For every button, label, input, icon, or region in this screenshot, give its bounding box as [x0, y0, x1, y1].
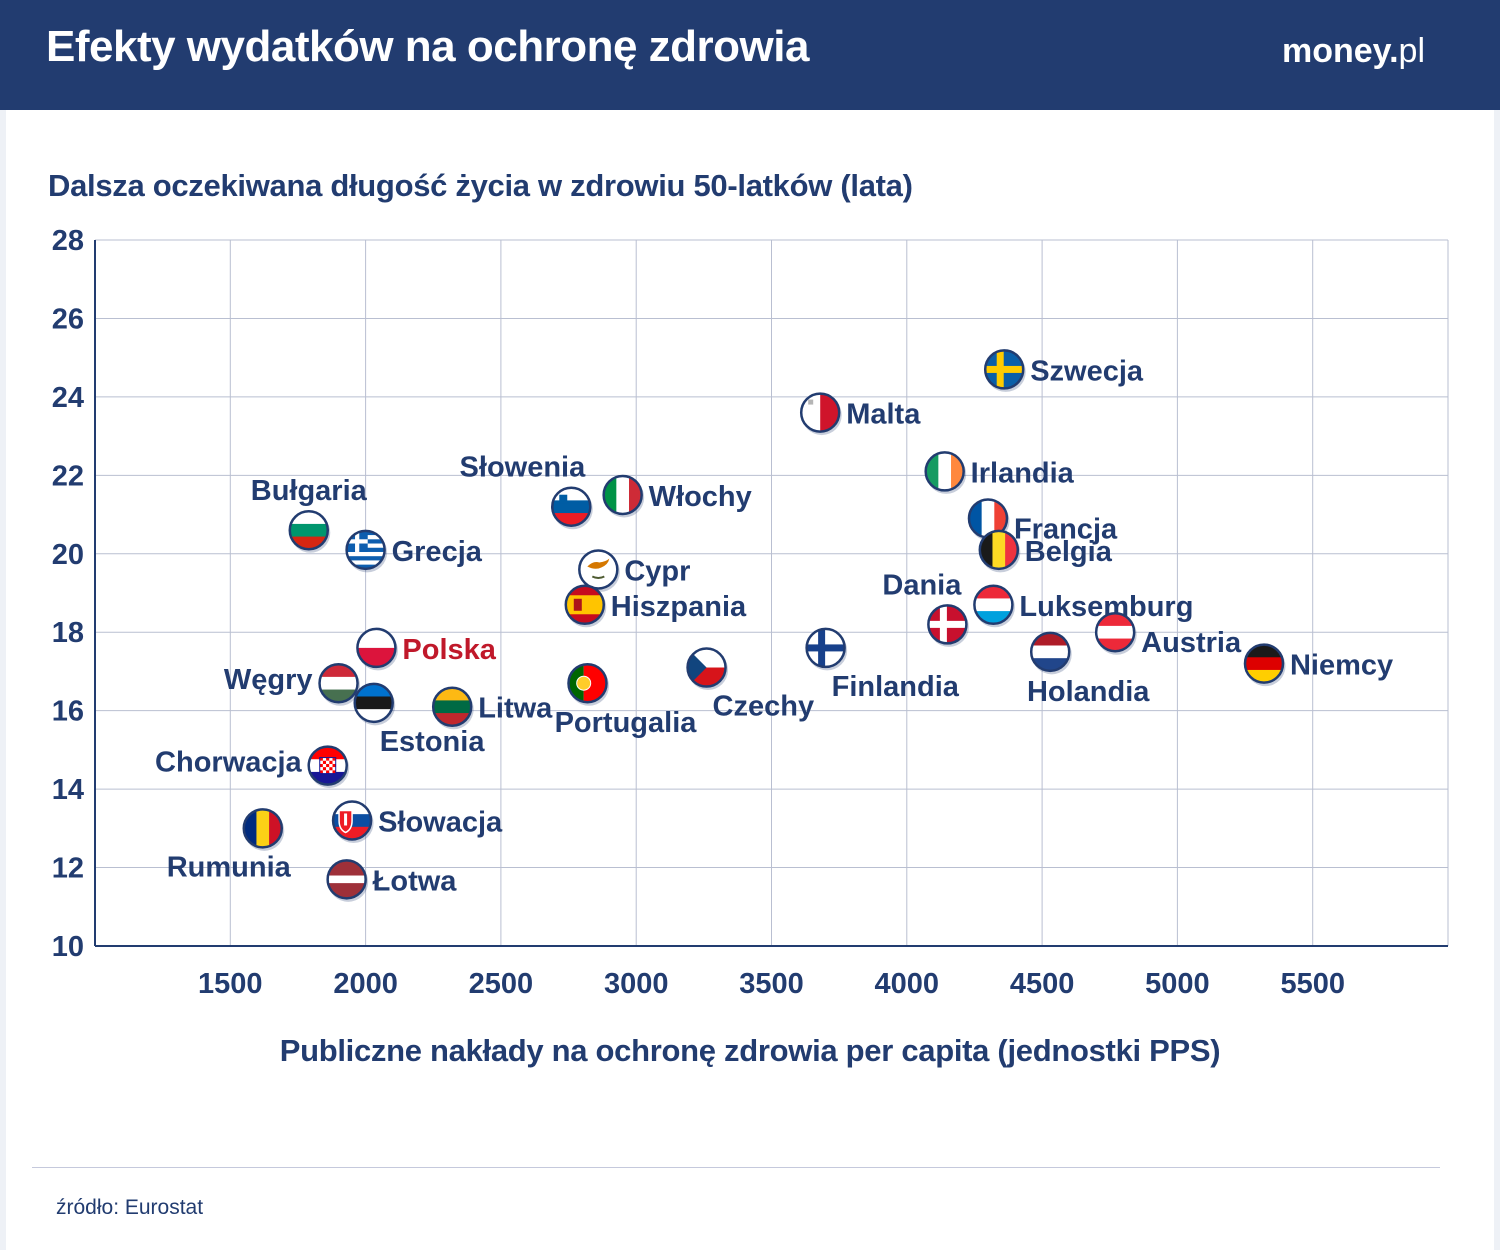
logo-domain: pl [1398, 32, 1425, 70]
country-label: Litwa [478, 693, 553, 725]
y-tick-label: 20 [52, 539, 84, 571]
y-axis-label: Dalsza oczekiwana długość życia w zdrowi… [48, 168, 913, 203]
flag-pl-icon [357, 628, 396, 667]
point-wegry: Węgry [224, 662, 361, 706]
point-holandia: Holandia [1027, 631, 1150, 708]
flag-lv-icon [327, 860, 366, 899]
point-chorwacja: Chorwacja [155, 745, 350, 789]
axis-ticks: 10 12 14 16 18 20 22 24 26 28 1500 2000 2500 3000 3500… [52, 225, 1345, 1000]
country-label: Austria [1141, 627, 1242, 659]
country-label: Chorwacja [155, 747, 303, 779]
x-tick-label: 2500 [469, 968, 534, 1000]
y-tick-label: 22 [52, 460, 84, 492]
point-slowenia: Słowenia [460, 452, 593, 530]
y-tick-label: 24 [52, 382, 84, 414]
country-label: Bułgaria [251, 475, 368, 507]
y-tick-label: 12 [52, 853, 84, 885]
country-label: Węgry [224, 664, 313, 696]
page-title: Efekty wydatków na ochronę zdrowia [46, 22, 809, 71]
point-portugalia: Portugalia [555, 662, 698, 739]
point-belgia: Belgia [978, 529, 1113, 573]
country-label: Cypr [624, 555, 690, 587]
y-tick-label: 28 [52, 225, 84, 257]
point-czechy: Czechy [686, 647, 815, 723]
logo-dot: . [1389, 32, 1399, 70]
y-tick-label: 18 [52, 617, 84, 649]
x-tick-label: 4500 [1010, 968, 1075, 1000]
y-tick-label: 14 [52, 774, 84, 806]
point-slowacja: Słowacja [331, 800, 503, 843]
y-tick-label: 10 [52, 931, 84, 963]
country-label: Dania [882, 569, 962, 601]
footer-divider [32, 1167, 1440, 1168]
point-irlandia: Irlandia [924, 451, 1075, 494]
point-cypr: Cypr [578, 549, 690, 592]
x-tick-label: 2000 [333, 968, 398, 1000]
country-label: Malta [846, 399, 921, 431]
brand-logo: money.pl [1282, 32, 1425, 71]
country-label: Grecja [392, 536, 483, 568]
point-litwa: Litwa [431, 686, 553, 730]
x-tick-label: 1500 [198, 968, 263, 1000]
country-label: Francja [1014, 513, 1118, 545]
country-label: Irlandia [971, 457, 1075, 489]
point-hiszpania: Hiszpania [564, 584, 747, 628]
x-tick-label: 3000 [604, 968, 669, 1000]
point-wlochy: Włochy [602, 474, 752, 518]
point-estonia: Estonia [353, 682, 486, 758]
flag-gr-icon [346, 530, 385, 569]
country-label: Holandia [1027, 676, 1150, 708]
frame-border-left [0, 110, 6, 1250]
country-label: Finlandia [832, 671, 960, 703]
logo-text: money [1282, 32, 1390, 70]
country-label: Estonia [380, 726, 486, 758]
x-tick-label: 3500 [739, 968, 804, 1000]
country-label: Łotwa [373, 865, 458, 897]
country-label: Rumunia [167, 851, 292, 883]
header-bar: Efekty wydatków na ochronę zdrowia money… [0, 0, 1500, 110]
flag-mt-icon [801, 393, 840, 432]
frame-border-right [1494, 110, 1500, 1250]
country-label: Szwecja [1030, 355, 1144, 387]
country-label: Portugalia [555, 707, 698, 739]
country-label: Słowacja [378, 806, 503, 838]
country-label: Hiszpania [611, 591, 747, 623]
x-tick-label: 5500 [1280, 968, 1345, 1000]
chart-grid [94, 239, 1449, 947]
point-dania: Dania [882, 569, 969, 647]
x-tick-label: 5000 [1145, 968, 1210, 1000]
point-luksemburg: Luksemburg [973, 584, 1193, 628]
point-austria: Austria [1094, 611, 1242, 659]
x-tick-label: 4000 [875, 968, 940, 1000]
point-malta: Malta [799, 392, 921, 436]
country-label: Czechy [713, 691, 815, 723]
point-rumunia: Rumunia [167, 808, 292, 883]
point-szwecja: Szwecja [983, 349, 1144, 392]
point-polska: Polska [356, 627, 497, 671]
y-tick-label: 16 [52, 696, 84, 728]
point-finlandia: Finlandia [805, 627, 960, 703]
country-label: Polska [402, 634, 496, 666]
y-tick-label: 26 [52, 303, 84, 335]
point-niemcy: Niemcy [1243, 643, 1393, 687]
flag-es-icon [565, 585, 604, 624]
source-note: źródło: Eurostat [56, 1196, 204, 1219]
country-label: Słowenia [460, 452, 587, 484]
point-bulgaria: Bułgaria [251, 475, 368, 553]
flag-cz-icon [687, 648, 726, 687]
country-label: Włochy [649, 481, 752, 513]
point-lotwa: Łotwa [326, 859, 458, 902]
country-label: Niemcy [1290, 650, 1393, 682]
point-grecja: Grecja [345, 529, 483, 573]
x-axis-label: Publiczne nakłady na ochronę zdrowia per… [279, 1033, 1221, 1068]
country-label: Belgia [1025, 536, 1113, 568]
